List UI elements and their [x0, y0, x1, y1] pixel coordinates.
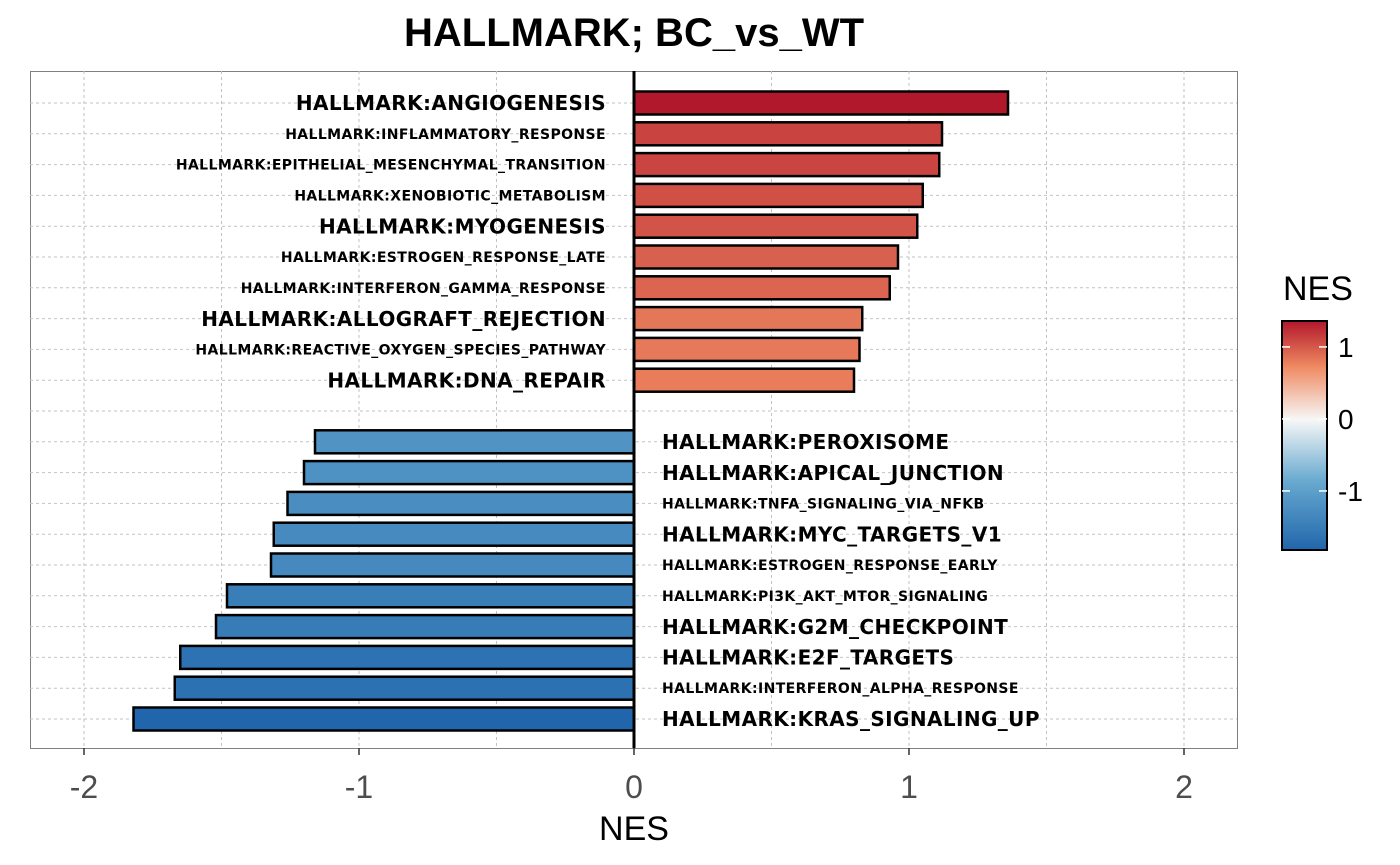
x-tick-label: -1 [345, 769, 373, 805]
x-tick-label: 0 [625, 769, 643, 805]
bar-label: HALLMARK:ESTROGEN_RESPONSE_LATE [281, 250, 606, 266]
bar [632, 151, 941, 178]
x-axis-ticks: -2 -1 0 1 2 [70, 748, 1193, 805]
bar [173, 675, 636, 701]
bar [269, 552, 636, 578]
bar [302, 459, 636, 486]
bar-label: HALLMARK:G2M_CHECKPOINT [662, 615, 1008, 639]
x-tick-label: 1 [900, 769, 918, 805]
x-tick-label: 2 [1175, 769, 1193, 805]
legend-title: NES [1283, 270, 1353, 308]
bar [313, 429, 636, 455]
bar [286, 490, 636, 517]
bar [632, 213, 919, 239]
legend-tick-label: 1 [1338, 332, 1354, 363]
legend-ticks: 1 0 -1 [1282, 332, 1363, 507]
bar [632, 275, 891, 301]
bar-label: HALLMARK:MYOGENESIS [319, 214, 606, 238]
bar [632, 90, 1010, 116]
bar-label: HALLMARK:INFLAMMATORY_RESPONSE [285, 127, 606, 143]
bar-label: HALLMARK:XENOBIOTIC_METABOLISM [294, 188, 606, 204]
legend-tick-label: -1 [1338, 476, 1363, 507]
bar-label: HALLMARK:ESTROGEN_RESPONSE_EARLY [662, 558, 998, 574]
legend-tick-label: 0 [1338, 404, 1354, 435]
legend-colorbar [1281, 320, 1328, 551]
bar-labels: HALLMARK:ANGIOGENESIS HALLMARK:INFLAMMATO… [176, 91, 1040, 731]
bar [132, 706, 636, 732]
bar-label: HALLMARK:ALLOGRAFT_REJECTION [201, 307, 606, 331]
bar-label: HALLMARK:PEROXISOME [662, 430, 949, 454]
color-legend: NES 1 0 -1 [1281, 270, 1363, 551]
bars [132, 90, 1010, 732]
bar-label: HALLMARK:ANGIOGENESIS [296, 91, 606, 115]
bar [632, 121, 944, 147]
bar [632, 244, 900, 270]
bar-label: HALLMARK:E2F_TARGETS [662, 646, 954, 670]
bar [214, 613, 636, 640]
bar-label: HALLMARK:DNA_REPAIR [327, 368, 606, 392]
bar-label: HALLMARK:MYC_TARGETS_V1 [662, 522, 1002, 546]
bar [272, 521, 636, 547]
bar-label: HALLMARK:INTERFERON_ALPHA_RESPONSE [662, 681, 1019, 697]
bar [632, 182, 924, 209]
x-tick-label: -2 [70, 769, 98, 805]
bar-label: HALLMARK:KRAS_SIGNALING_UP [662, 707, 1040, 731]
bar [632, 336, 861, 363]
bar-label: HALLMARK:TNFA_SIGNALING_VIA_NFKB [662, 496, 985, 512]
bar [179, 644, 636, 671]
bar-label: HALLMARK:EPITHELIAL_MESENCHYMAL_TRANSITI… [176, 158, 606, 174]
chart-title: HALLMARK; BC_vs_WT [404, 11, 864, 55]
bar [632, 367, 856, 393]
bar-label: HALLMARK:INTERFERON_GAMMA_RESPONSE [241, 281, 606, 297]
x-axis-title: NES [599, 810, 669, 848]
bar-label: HALLMARK:APICAL_JUNCTION [662, 461, 1004, 485]
bar-label: HALLMARK:PI3K_AKT_MTOR_SIGNALING [662, 589, 988, 605]
bar [632, 305, 864, 332]
bar-label: HALLMARK:REACTIVE_OXYGEN_SPECIES_PATHWAY [195, 342, 606, 358]
bar [225, 583, 636, 609]
